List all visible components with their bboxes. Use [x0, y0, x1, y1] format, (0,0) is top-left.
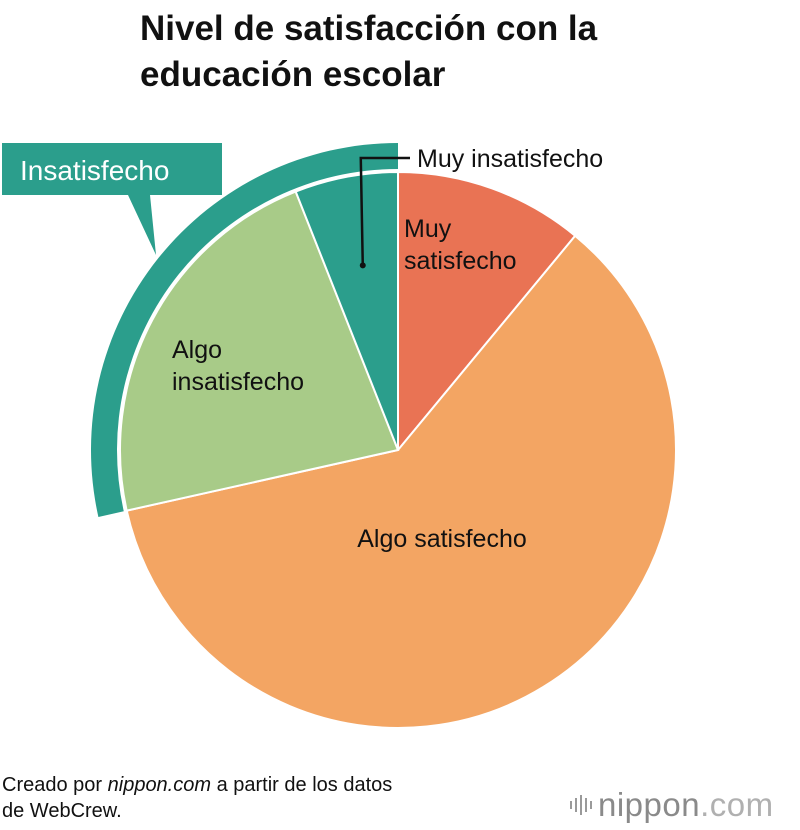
source-line-2: de WebCrew.: [2, 800, 122, 822]
pie-slice-algo-satisfecho: [125, 234, 677, 729]
source-prefix: Creado por: [2, 774, 108, 796]
callout-leader-line: [359, 156, 410, 266]
chart-title: Nivel de satisfacción con la educación e…: [140, 9, 598, 94]
group-label-box: [2, 143, 222, 255]
callout-label-muy-insatisfecho: Muy insatisfecho: [417, 145, 603, 173]
pie-slice-muy-satisfecho: [397, 170, 577, 453]
sound-bars-icon: [570, 794, 592, 816]
nippon-logo: nippon.com: [570, 786, 774, 824]
pie-chart: Insatisfecho Muy satisfecho Algo satisfech…: [2, 143, 677, 729]
slice-label-algo-insatisfecho: Algo insatisfecho: [172, 336, 304, 396]
slice-label-algo-satisfecho: Algo satisfecho: [357, 525, 527, 553]
source-site: nippon.com: [107, 774, 212, 796]
slice-label-line: Algo: [172, 336, 222, 364]
slice-label-muy-satisfecho: Muy satisfecho: [404, 215, 517, 275]
pie-slice-algo-insatisfecho: [119, 190, 400, 512]
brand-wordmark: nippon.com: [598, 786, 774, 824]
slice-label-line: insatisfecho: [172, 368, 304, 396]
pie-slice-muy-insatisfecho: [294, 170, 399, 451]
slice-label-line: Algo satisfecho: [357, 525, 527, 553]
group-label-insatisfecho: Insatisfecho: [20, 155, 169, 186]
brand-suffix: .com: [700, 786, 774, 823]
brand-name: nippon: [598, 786, 701, 823]
source-note: Creado por nippon.com a partir de los da…: [2, 772, 392, 824]
slice-label-line: satisfecho: [404, 247, 517, 275]
source-suffix: a partir de los datos: [211, 774, 393, 796]
slice-label-line: Muy: [404, 215, 452, 243]
